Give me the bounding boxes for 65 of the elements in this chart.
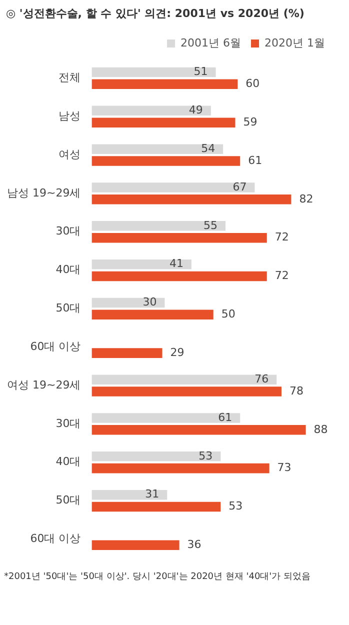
data-label: 78 <box>289 384 304 398</box>
data-label: 29 <box>170 346 184 359</box>
y-tick-label: 남성 19~29세 <box>6 186 81 200</box>
bar <box>92 386 282 396</box>
y-tick-label: 30대 <box>56 224 81 238</box>
bar <box>92 182 255 192</box>
y-tick-label: 60대 이상 <box>30 340 81 353</box>
bar <box>92 540 180 550</box>
data-label: 50 <box>221 308 236 321</box>
bar <box>92 118 236 128</box>
bar <box>92 310 214 320</box>
bar <box>92 502 221 512</box>
data-label: 67 <box>232 180 247 194</box>
y-tick-label: 50대 <box>56 494 81 507</box>
bar <box>92 67 216 78</box>
bar <box>92 194 292 204</box>
bar <box>92 271 267 282</box>
bar <box>92 79 238 90</box>
bar <box>92 298 165 308</box>
y-tick-label: 30대 <box>56 416 81 430</box>
bar <box>92 374 277 384</box>
data-label: 49 <box>188 104 203 117</box>
legend-label: 2001년 6월 <box>180 36 242 50</box>
y-tick-label: 60대 이상 <box>30 532 81 546</box>
data-label: 61 <box>218 410 232 424</box>
bar <box>92 259 192 270</box>
text: *2001년 '50대'는 '50대 이상'. 당시 '20대'는 2020년 현재 '40대'가 되었음 <box>3 571 312 584</box>
y-tick-label: 남성 <box>58 109 81 122</box>
data-label: 76 <box>254 372 269 386</box>
bar <box>92 156 240 166</box>
data-label: 73 <box>277 461 292 474</box>
data-label: 72 <box>274 230 289 244</box>
bar <box>92 425 306 435</box>
data-label: 30 <box>142 296 157 309</box>
legend-label: 2020년 1월 <box>264 36 326 50</box>
y-tick-label: 40대 <box>56 455 81 468</box>
bar <box>92 221 226 231</box>
bar <box>92 144 224 154</box>
bar <box>92 106 211 116</box>
bar <box>92 413 240 423</box>
bar <box>92 452 221 462</box>
data-label: 54 <box>201 142 216 155</box>
y-tick-label: 40대 <box>56 263 81 276</box>
data-label: 82 <box>299 192 314 206</box>
bar <box>92 348 162 358</box>
data-label: 36 <box>187 538 202 552</box>
y-tick-label: 여성 <box>58 148 81 161</box>
chart-title: ◎ '성전환수술, 할 수 있다' 의견: 2001년 vs 2020년 (%) <box>5 6 306 22</box>
data-label: 88 <box>314 422 328 436</box>
y-tick-label: 50대 <box>56 302 81 315</box>
data-label: 41 <box>169 257 184 270</box>
y-tick-label: 전체 <box>58 71 81 84</box>
data-label: 72 <box>274 269 289 282</box>
data-label: 53 <box>228 500 243 513</box>
y-tick-label: 여성 19~29세 <box>6 378 81 392</box>
data-label: 53 <box>198 449 213 462</box>
data-label: 60 <box>246 77 260 90</box>
data-label: 59 <box>243 115 258 128</box>
bar <box>92 490 168 500</box>
data-label: 31 <box>145 488 160 501</box>
bar <box>92 463 270 474</box>
bar <box>92 232 267 243</box>
data-label: 55 <box>204 218 218 232</box>
data-label: 51 <box>194 65 208 78</box>
data-label: 61 <box>248 154 262 167</box>
